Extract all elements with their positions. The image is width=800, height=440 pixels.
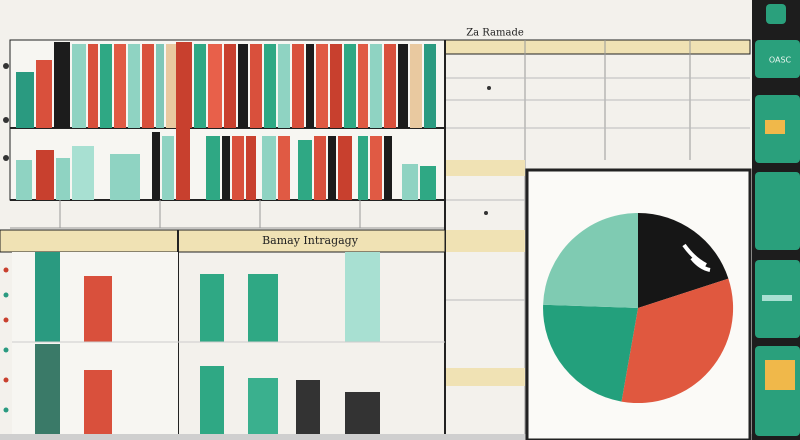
- sidebar-label: OASC: [769, 56, 792, 65]
- pie-card: [525, 168, 752, 440]
- table-title: Za Ramade: [466, 28, 524, 39]
- panel-title: Bamay Intragagy: [262, 234, 359, 247]
- lower-panel: Bamay Intragagy: [0, 229, 800, 440]
- table: Za Ramade: [444, 28, 751, 440]
- top-chart: [3, 39, 446, 229]
- sidebar: OASC: [752, 0, 800, 440]
